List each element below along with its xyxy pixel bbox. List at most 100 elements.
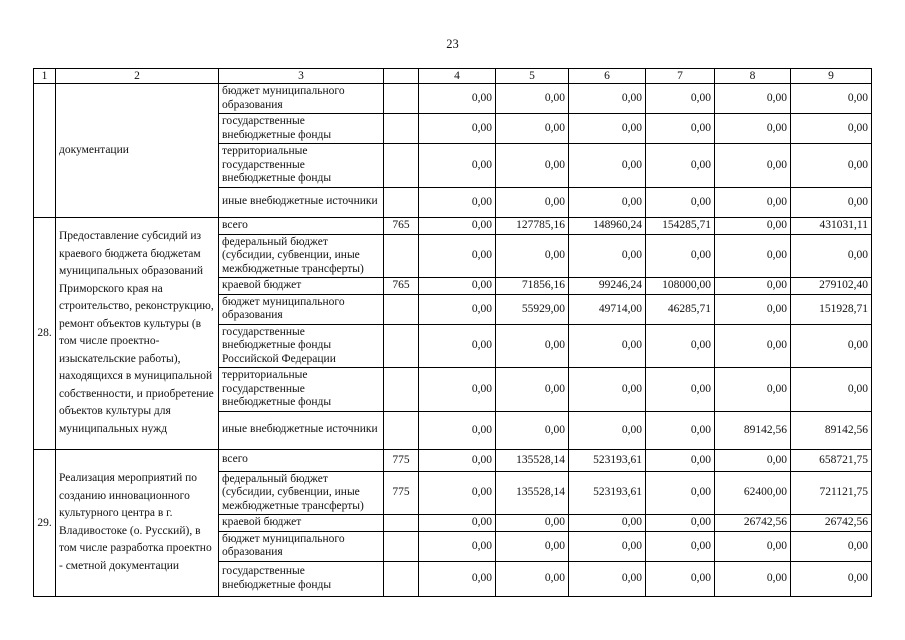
value-cell: 0,00 [645, 323, 715, 368]
value-cell: 0,00 [790, 113, 872, 144]
grbs-code-cell [383, 367, 419, 412]
funding-source-label: всего [218, 216, 384, 235]
table-row: 28. Предоставление субсидий из краевого … [33, 216, 872, 450]
grbs-code-cell: 765 [383, 216, 419, 235]
value-cell: 0,00 [568, 410, 646, 450]
table-row: 29. Реализация мероприятий по созданию и… [33, 448, 872, 597]
value-cell: 151928,71 [790, 293, 872, 325]
value-cell: 0,00 [790, 83, 872, 114]
value-cell: 0,00 [418, 448, 496, 472]
col-header-6: 6 [568, 68, 646, 84]
table-row: иные внебюджетные источники 0,00 0,00 0,… [34, 186, 872, 218]
value-cell: 0,00 [418, 216, 496, 235]
col-header-code [383, 68, 419, 84]
value-cell: 0,00 [645, 470, 715, 515]
value-cell: 0,00 [714, 186, 791, 218]
value-cell: 0,00 [418, 410, 496, 450]
value-cell: 0,00 [714, 560, 791, 597]
value-cell: 431031,11 [790, 216, 872, 235]
value-cell: 0,00 [790, 323, 872, 368]
value-cell: 0,00 [645, 514, 715, 532]
table-row: бюджет муниципального образования 0,00 0… [34, 530, 872, 562]
table-row: краевой бюджет 0,00 0,00 0,00 0,00 26742… [34, 514, 872, 532]
value-cell: 0,00 [714, 530, 791, 562]
grbs-code-cell [383, 410, 419, 450]
funding-source-label: иные внебюджетные источники [218, 186, 384, 218]
value-cell: 0,00 [714, 293, 791, 325]
activity-name: Предоставление субсидий из краевого бюдж… [55, 216, 219, 450]
value-cell: 0,00 [495, 233, 569, 278]
value-cell: 0,00 [495, 410, 569, 450]
funding-source-label: краевой бюджет [218, 514, 384, 532]
value-cell: 0,00 [418, 323, 496, 368]
value-cell: 71856,16 [495, 277, 569, 295]
value-cell: 0,00 [418, 277, 496, 295]
value-cell: 62400,00 [714, 470, 791, 515]
value-cell: 0,00 [714, 233, 791, 278]
value-cell: 0,00 [714, 143, 791, 188]
value-cell: 135528,14 [495, 448, 569, 472]
col-header-1: 1 [33, 68, 56, 84]
value-cell: 0,00 [495, 143, 569, 188]
value-cell: 0,00 [568, 186, 646, 218]
value-cell: 99246,24 [568, 277, 646, 295]
value-cell: 523193,61 [568, 470, 646, 515]
funding-source-label: государственные внебюджетные фонды Росси… [218, 323, 384, 368]
value-cell: 0,00 [568, 530, 646, 562]
funding-source-label: территориальные государственные внебюдже… [218, 143, 384, 188]
value-cell: 0,00 [418, 83, 496, 114]
value-cell: 0,00 [568, 83, 646, 114]
grbs-code-cell [383, 113, 419, 144]
value-cell: 0,00 [790, 143, 872, 188]
grbs-code-cell: 765 [383, 277, 419, 295]
col-header-5: 5 [495, 68, 569, 84]
col-header-8: 8 [714, 68, 791, 84]
value-cell: 0,00 [568, 367, 646, 412]
value-cell: 721121,75 [790, 470, 872, 515]
funding-source-label: всего [218, 448, 384, 472]
grbs-code-cell [383, 530, 419, 562]
value-cell: 135528,14 [495, 470, 569, 515]
activity-name: документации [55, 83, 219, 218]
value-cell: 89142,56 [714, 410, 791, 450]
value-cell: 154285,71 [645, 216, 715, 235]
value-cell: 0,00 [495, 560, 569, 597]
value-cell: 0,00 [790, 186, 872, 218]
activity-name: Реализация мероприятий по созданию иннов… [55, 448, 219, 597]
grbs-code-cell [383, 323, 419, 368]
value-cell: 148960,24 [568, 216, 646, 235]
grbs-code-cell: 775 [383, 470, 419, 515]
budget-table: 1 2 3 4 5 6 7 8 9 документации бюджет му… [33, 68, 872, 597]
value-cell: 0,00 [568, 113, 646, 144]
grbs-code-cell: 775 [383, 448, 419, 472]
grbs-code-cell [383, 143, 419, 188]
table-row: территориальные государственные внебюдже… [34, 367, 872, 412]
value-cell: 0,00 [714, 83, 791, 114]
funding-source-label: краевой бюджет [218, 277, 384, 295]
value-cell: 26742,56 [714, 514, 791, 532]
value-cell: 0,00 [495, 113, 569, 144]
page-number: 23 [446, 37, 459, 51]
value-cell: 0,00 [645, 367, 715, 412]
col-header-9: 9 [790, 68, 872, 84]
column-number-header-row: 1 2 3 4 5 6 7 8 9 [33, 68, 872, 84]
value-cell: 49714,00 [568, 293, 646, 325]
value-cell: 0,00 [418, 470, 496, 515]
table-row: бюджет муниципального образования 0,00 5… [34, 293, 872, 325]
value-cell: 0,00 [645, 560, 715, 597]
value-cell: 0,00 [645, 186, 715, 218]
value-cell: 0,00 [495, 367, 569, 412]
grbs-code-cell [383, 560, 419, 597]
value-cell: 0,00 [568, 233, 646, 278]
value-cell: 0,00 [568, 323, 646, 368]
value-cell: 0,00 [645, 530, 715, 562]
value-cell: 0,00 [645, 83, 715, 114]
funding-source-label: бюджет муниципального образования [218, 83, 384, 114]
table-row: федеральный бюджет (субсидии, субвенции,… [34, 470, 872, 515]
col-header-2: 2 [55, 68, 219, 84]
funding-source-label: государственные внебюджетные фонды [218, 113, 384, 144]
value-cell: 55929,00 [495, 293, 569, 325]
row-number [33, 83, 56, 218]
value-cell: 0,00 [568, 560, 646, 597]
funding-source-label: бюджет муниципального образования [218, 530, 384, 562]
